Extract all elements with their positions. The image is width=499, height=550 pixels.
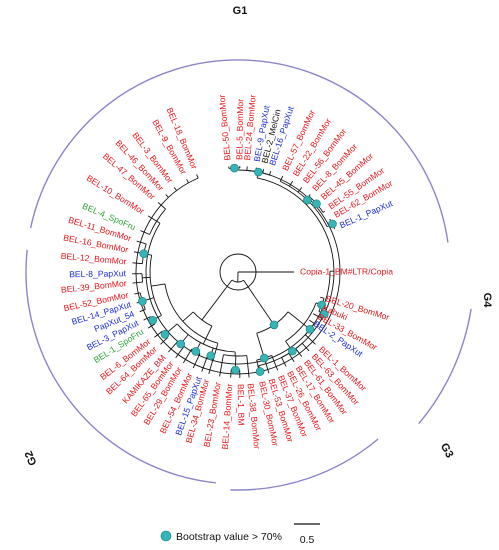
branch-13 [262, 169, 265, 174]
bootstrap-dot-13 [231, 365, 240, 375]
branch-37 [156, 220, 161, 224]
leaf-label: BEL-50_BomMor [217, 94, 233, 161]
branch-109 [271, 355, 279, 371]
branch-66 [175, 346, 185, 359]
bootstrap-dot-14 [319, 309, 329, 319]
branch-80 [230, 369, 232, 378]
bootstrap-dot-0 [230, 163, 239, 173]
bootstrap-dot-7 [138, 296, 147, 306]
branch-60 [164, 283, 219, 344]
branch-18 [289, 180, 293, 187]
branch-19 [297, 187, 303, 193]
branch-113 [256, 333, 265, 359]
branch-71 [183, 348, 193, 364]
branch-62 [160, 337, 169, 345]
branch-103 [288, 353, 295, 363]
bootstrap-dot-4 [328, 219, 337, 229]
group-label-g3: G3 [438, 441, 455, 460]
branch-17 [279, 175, 284, 182]
branch-74 [208, 356, 215, 375]
legend: Bootstrap value > 70% 0.5 [160, 523, 320, 546]
branch-108 [287, 311, 305, 325]
branch-59 [151, 283, 166, 287]
branch-101 [301, 343, 310, 352]
branch-67 [168, 341, 178, 353]
branch-34 [147, 215, 157, 222]
group-arc-g2 [25, 249, 216, 484]
branch-87 [202, 325, 213, 345]
branch-1 [165, 194, 169, 198]
leaf-labels: BEL-50_BomMor BEL-5_BomMorBEL-24_BomMorBE… [60, 94, 394, 450]
bootstrap-markers [138, 163, 337, 376]
group-label-g1: G1 [233, 5, 248, 17]
leaf-label: BEL-8_PapXut [69, 268, 127, 279]
branch-70 [192, 353, 201, 369]
bootstrap-dot-17 [288, 346, 297, 356]
branch-90 [320, 296, 325, 299]
bootstrap-dot-3 [312, 199, 321, 209]
branch-4 [196, 174, 199, 179]
group-label-g2: G2 [23, 449, 40, 467]
branch-47 [141, 273, 143, 283]
branch-45 [132, 281, 143, 284]
bootstrap-dot-18 [260, 353, 269, 363]
bootstrap-dot-15 [317, 300, 327, 310]
bootstrap-dot-10 [176, 339, 186, 349]
branch-20 [308, 194, 311, 197]
branch-54 [147, 323, 156, 329]
root-ring [219, 253, 257, 291]
branch-14 [269, 171, 272, 176]
branch-102 [295, 348, 303, 357]
branch-104 [281, 357, 287, 367]
bootstrap-dot-19 [269, 320, 279, 330]
branch-2 [173, 187, 177, 191]
branch-33 [140, 230, 150, 235]
legend-bootstrap-dot [160, 530, 172, 542]
branch-83 [246, 355, 250, 378]
legend-bootstrap-label: Bootstrap value > 70% [176, 531, 282, 543]
leaf-label: Copia-1_BM#LTR/Copia [300, 266, 393, 276]
branch-97 [309, 319, 315, 324]
branch-89 [201, 279, 233, 321]
bootstrap-dot-8 [148, 315, 158, 325]
bootstrap-dot-16 [305, 324, 315, 334]
branch-42 [136, 240, 147, 245]
bootstrap-dot-2 [254, 167, 263, 177]
group-arc-g1 [29, 59, 449, 243]
bootstrap-dot-12 [206, 351, 216, 360]
group-arc-g3 [230, 438, 379, 491]
branch-49 [139, 309, 146, 313]
bootstrap-dot-5 [303, 195, 312, 205]
leaf-label: BEL-1_BM [236, 384, 247, 426]
branch-98 [304, 334, 316, 345]
leaf-label: BEL-12_BomMor [60, 251, 127, 267]
leaf-label: BEL-14_BomMor [220, 383, 235, 450]
branch-35 [157, 202, 166, 210]
branch-55 [143, 316, 151, 321]
group-arcs [25, 59, 472, 491]
leaf-label: BEL-5_BomMor [234, 99, 245, 160]
bootstrap-dot-6 [139, 249, 149, 258]
bootstrap-dot-9 [160, 330, 170, 339]
branch-51 [134, 292, 141, 295]
branch-63 [154, 330, 163, 338]
branch-92 [312, 313, 323, 319]
branch-75 [201, 354, 209, 372]
group-arc-g4 [418, 308, 472, 425]
group-label-g4: G4 [481, 293, 493, 309]
bootstrap-dot-1 [255, 367, 265, 376]
scale-bar-label: 0.5 [300, 534, 315, 546]
branch-78 [219, 354, 224, 377]
bootstrap-dot-11 [191, 347, 201, 356]
branch-61 [182, 311, 194, 322]
branch-40 [132, 262, 143, 265]
branch-115 [243, 280, 275, 326]
branch-3 [186, 179, 189, 184]
